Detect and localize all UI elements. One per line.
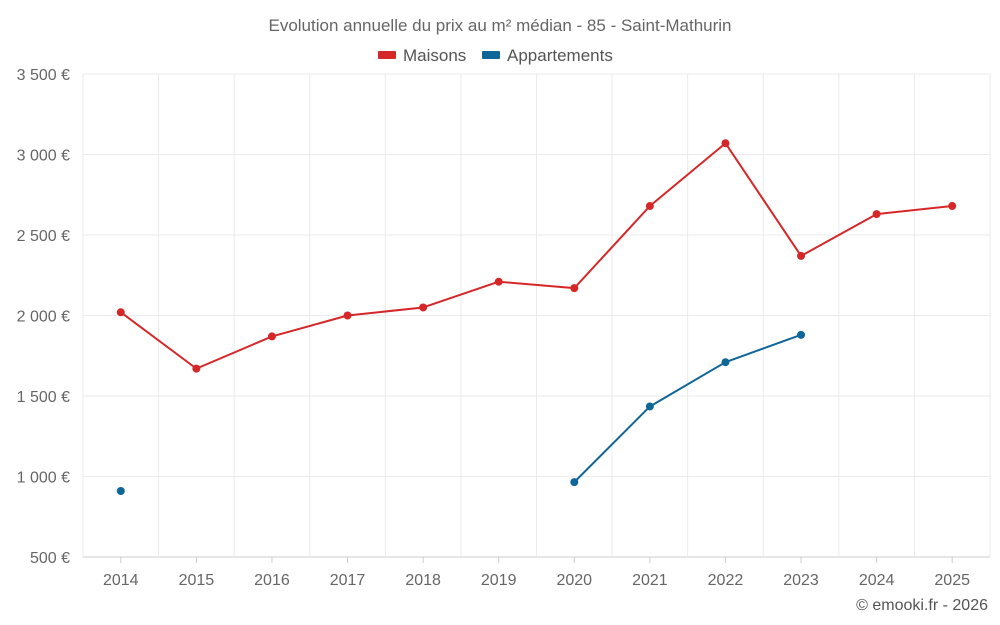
point-maisons-2017[interactable] [343,311,352,320]
point-maisons-2014[interactable] [116,308,125,317]
x-tick-label-2020: 2020 [556,572,592,589]
y-tick-label: 3 500 € [17,67,70,84]
point-appartements-2020[interactable] [570,478,579,487]
y-axis-ticks: 500 € 1 000 € 1 500 € 2 000 € 2 500 € 3 000 €… [17,67,70,567]
point-maisons-2016[interactable] [267,332,276,341]
y-tick-label: 2 000 € [17,309,70,326]
legend-item-maisons[interactable]: Maisons [378,46,466,65]
point-appartements-2014[interactable] [116,486,125,495]
x-tick-label-2015: 2015 [179,572,215,589]
y-tick-label: 3 000 € [17,148,70,165]
series-maisons [116,139,957,373]
y-tick-label: 2 500 € [17,228,70,245]
credit-text: © emooki.fr - 2026 [856,597,988,614]
x-tick-label-2025: 2025 [934,572,970,589]
point-maisons-2020[interactable] [570,284,579,293]
legend-item-appartements[interactable]: Appartements [482,46,613,65]
series-line-appartements [573,333,802,483]
point-maisons-2025[interactable] [948,202,957,211]
x-tick-label-2019: 2019 [481,572,517,589]
point-maisons-2015[interactable] [192,364,201,373]
legend-swatch-appartements [482,51,500,59]
legend: Maisons Appartements [378,46,613,65]
point-maisons-2019[interactable] [494,277,503,286]
series-layer [116,139,957,495]
series-line-maisons [120,142,953,370]
point-maisons-2024[interactable] [872,210,881,219]
point-maisons-2021[interactable] [645,202,654,211]
legend-label-appartements: Appartements [507,46,613,65]
y-tick-label: 500 € [30,550,70,567]
x-tick-label-2018: 2018 [405,572,441,589]
x-tick-label-2014: 2014 [103,572,139,589]
x-tick-label-2021: 2021 [632,572,668,589]
grid [82,73,991,558]
point-appartements-2022[interactable] [721,358,730,367]
point-maisons-2018[interactable] [419,303,428,312]
x-tick-label-2017: 2017 [330,572,366,589]
x-tick-label-2024: 2024 [859,572,895,589]
legend-swatch-maisons [378,51,396,59]
series-appartements [116,330,806,495]
y-tick-label: 1 500 € [17,389,70,406]
legend-label-maisons: Maisons [403,46,466,65]
point-maisons-2022[interactable] [721,139,730,148]
point-maisons-2023[interactable] [797,251,806,260]
x-tick-label-2022: 2022 [708,572,744,589]
x-axis-ticks: 2014 2015 2016 2017 2018 2019 2020 2021 2022 2023… [103,557,970,589]
point-appartements-2021[interactable] [645,402,654,411]
y-tick-label: 1 000 € [17,470,70,487]
point-appartements-2023[interactable] [797,330,806,339]
x-tick-label-2016: 2016 [254,572,290,589]
x-tick-label-2023: 2023 [783,572,819,589]
chart-title: Evolution annuelle du prix au m² médian … [268,16,731,35]
